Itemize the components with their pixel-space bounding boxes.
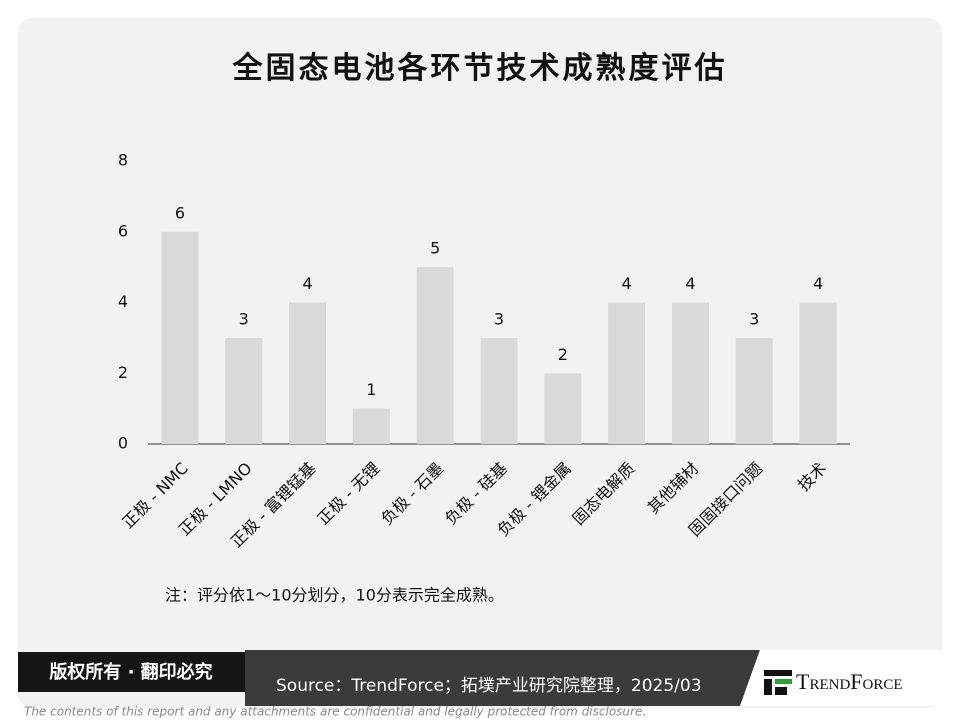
bar <box>225 337 263 444</box>
bar <box>289 302 327 444</box>
value-label: 1 <box>366 380 376 399</box>
bar <box>352 408 390 444</box>
value-label: 6 <box>175 203 185 222</box>
note: 注：评分依1～10分划分，10分表示完全成熟。 <box>165 586 504 605</box>
bar <box>671 302 709 444</box>
bar <box>161 231 199 444</box>
source: Source：TrendForce；拓墣产业研究院整理，2025/03 <box>276 676 702 696</box>
value-label: 4 <box>813 274 823 293</box>
brand: TrendForce <box>796 669 903 694</box>
y-tick-label: 6 <box>118 221 128 240</box>
y-tick-label: 8 <box>118 151 128 170</box>
bar <box>799 302 837 444</box>
rights: 版权所有 · 翻印必究 <box>49 661 212 683</box>
value-label: 5 <box>430 239 440 258</box>
value-label: 4 <box>302 274 312 293</box>
footer-band <box>245 650 760 706</box>
value-label: 3 <box>494 309 504 328</box>
bar <box>544 373 582 444</box>
logo-area <box>740 650 942 706</box>
value-label: 4 <box>622 274 632 293</box>
bar <box>608 302 646 444</box>
y-tick-label: 2 <box>118 363 128 382</box>
y-tick-label: 0 <box>118 434 128 453</box>
value-label: 3 <box>239 309 249 328</box>
value-label: 2 <box>558 345 568 364</box>
card <box>18 18 942 708</box>
rights-box <box>18 652 245 692</box>
bar <box>480 337 518 444</box>
chart-title: 全固态电池各环节技术成熟度评估 <box>232 51 728 86</box>
value-label: 3 <box>749 309 759 328</box>
bar <box>416 267 454 444</box>
value-label: 4 <box>685 274 695 293</box>
logo-icon <box>764 670 792 695</box>
y-tick-label: 4 <box>118 292 128 311</box>
disclaimer: The contents of this report and any atta… <box>24 705 646 719</box>
bar <box>735 337 773 444</box>
